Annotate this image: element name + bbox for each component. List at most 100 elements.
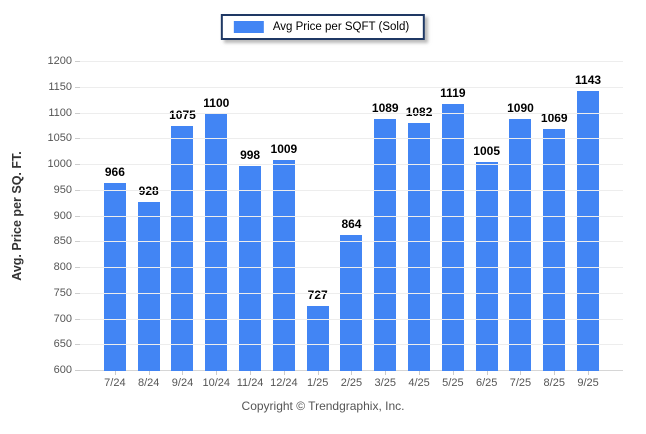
bar-slot: 928 8/24 [132, 62, 166, 389]
y-tick-mark [75, 164, 80, 165]
bar-value-label: 1082 [405, 104, 433, 119]
bar [340, 235, 363, 371]
bar-value-label: 1009 [270, 142, 298, 157]
bar-value-label: 1075 [169, 108, 196, 123]
y-tick-mark [75, 61, 80, 62]
y-tick-label: 850 [53, 235, 72, 248]
x-tick-label: 3/25 [374, 377, 396, 389]
x-tick-mark [419, 371, 421, 375]
bar-slot: 1089 3/25 [368, 62, 402, 389]
y-axis-title: Avg. Price per SQ. FT. [10, 151, 24, 281]
bar-slot: 966 7/24 [98, 62, 132, 389]
bar [103, 182, 126, 371]
y-tick-label: 1200 [47, 55, 72, 67]
y-tick-mark [75, 138, 80, 140]
y-tick-mark [75, 370, 80, 371]
x-tick-mark [216, 371, 218, 375]
plot-area: 966 7/24 928 8/24 1075 9/24 1100 10/24 998 11/24 1… [48, 55, 623, 390]
y-tick-mark [75, 112, 80, 114]
bar-slot: 1075 9/24 [166, 62, 200, 389]
y-tick-label: 900 [53, 209, 72, 222]
bar [239, 166, 262, 371]
x-tick-label: 7/24 [104, 377, 126, 389]
gridline [80, 318, 623, 320]
bar-value-label: 727 [307, 287, 328, 302]
x-tick-label: 11/24 [236, 377, 264, 389]
gridline [80, 215, 623, 217]
x-tick-mark [520, 371, 522, 375]
y-tick-label: 950 [53, 183, 72, 196]
legend-swatch-icon [233, 21, 264, 33]
footer-text: Copyright © Trendgraphix, Inc. [241, 399, 405, 413]
gridline [80, 112, 623, 114]
y-tick-mark [75, 344, 80, 346]
y-tick-label: 600 [53, 364, 72, 376]
bar-value-label: 864 [341, 217, 362, 232]
y-tick-label: 800 [53, 261, 72, 273]
gridline [80, 292, 623, 294]
bar-slot: 1100 10/24 [199, 62, 233, 390]
bar [509, 118, 532, 371]
x-tick-label: 12/24 [270, 377, 298, 389]
bar-slot: 1143 9/25 [571, 62, 605, 389]
x-tick-mark [114, 371, 116, 375]
bar-value-label: 966 [104, 164, 125, 179]
bar-slot: 1009 12/24 [267, 62, 301, 389]
gridline [80, 344, 623, 346]
x-tick-mark [385, 371, 387, 375]
bar-value-label: 1100 [203, 95, 230, 110]
bar [272, 160, 295, 371]
y-tick-mark [75, 318, 80, 320]
bar [543, 129, 566, 371]
bar-row: 966 7/24 928 8/24 1075 9/24 1100 10/24 998 11/24 1… [98, 62, 605, 390]
bar-value-label: 1090 [507, 100, 534, 115]
gridline [80, 164, 623, 165]
bar-value-label: 928 [138, 184, 159, 199]
bar [374, 119, 397, 371]
gridline [80, 61, 623, 62]
y-tick-mark [75, 215, 80, 217]
x-tick-label: 6/25 [475, 377, 498, 389]
bar-slot: 998 11/24 [233, 62, 267, 389]
x-tick-mark [182, 371, 184, 375]
gridline [80, 138, 623, 140]
x-tick-label: 10/24 [202, 377, 231, 389]
x-tick-label: 9/24 [171, 377, 194, 389]
gridline [80, 189, 623, 191]
x-tick-mark [486, 371, 488, 375]
bar-slot: 864 2/25 [335, 62, 369, 389]
y-tick-mark [75, 189, 80, 191]
gridline [80, 86, 623, 88]
y-tick-mark [75, 241, 80, 243]
x-tick-label: 9/25 [577, 377, 599, 389]
bar [441, 103, 464, 371]
bar-value-label: 1089 [371, 101, 399, 116]
legend-label: Avg Price per SQFT (Sold) [272, 21, 410, 33]
y-tick-label: 1050 [47, 132, 72, 145]
y-tick-label: 750 [53, 286, 72, 299]
x-tick-mark [588, 371, 590, 375]
x-tick-label: 4/25 [408, 377, 430, 389]
y-tick-label: 650 [53, 338, 72, 351]
y-tick-mark [75, 267, 80, 268]
bar-value-label: 1143 [575, 73, 602, 88]
x-tick-label: 2/25 [340, 377, 363, 389]
gridline [80, 241, 623, 243]
bar-value-label: 998 [240, 148, 261, 163]
bar-value-label: 1069 [540, 111, 568, 126]
bar-slot: 1005 6/25 [470, 62, 504, 389]
bar-slot: 1082 4/25 [402, 62, 436, 389]
y-tick-label: 1100 [48, 106, 72, 119]
y-tick-label: 1150 [48, 80, 72, 93]
legend-box: Avg Price per SQFT (Sold) [220, 14, 426, 40]
y-tick-label: 1000 [47, 158, 72, 170]
x-tick-mark [317, 371, 319, 375]
x-tick-label: 5/25 [442, 377, 464, 389]
x-tick-mark [148, 371, 150, 375]
x-tick-mark [250, 371, 252, 375]
x-tick-mark [283, 371, 285, 375]
bar [205, 113, 228, 371]
y-tick-mark [75, 292, 80, 294]
bar-slot: 727 1/25 [301, 62, 335, 389]
